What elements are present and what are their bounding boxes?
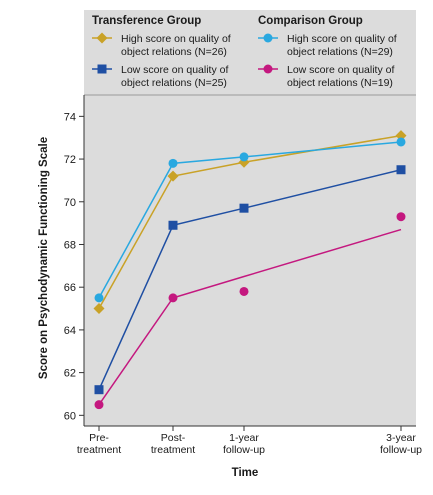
legend-swatch-marker [263,33,273,43]
legend-background [84,10,416,95]
data-point [93,303,105,315]
series-line [98,141,402,299]
data-point [168,158,178,168]
y-tick-label: 68 [64,239,76,251]
y-tick-label: 70 [64,197,76,209]
legend-swatch-marker [263,64,273,74]
x-tick-label: 1-year follow-up [223,432,265,456]
data-point [94,385,104,395]
legend-entry-label: Low score on quality of object relations … [287,64,394,89]
legend-entry-label: High score on quality of object relations… [121,33,231,58]
series-line [98,228,402,406]
series-line [98,169,402,391]
y-tick-label: 72 [64,154,76,166]
data-point [239,203,249,213]
legend-swatch-marker [97,64,107,74]
data-point [396,212,406,222]
x-tick-label: Pre-treatment [77,432,121,456]
legend-group-title: Transference Group [92,15,201,27]
legend-entry-label: High score on quality of object relations… [287,33,397,58]
y-tick-label: 62 [64,368,76,380]
y-axis-title: Score on Psychodynamic Functioning Scale [38,137,50,379]
data-point [239,152,249,162]
x-tick-label: 3-year follow-up [380,432,422,456]
legend-swatch-marker [96,32,108,44]
data-point [396,165,406,175]
x-axis-title: Time [232,467,259,479]
data-point [168,293,178,303]
data-point [239,286,249,296]
legend-group-title: Comparison Group [258,15,363,27]
y-tick-label: 60 [64,410,76,422]
y-tick-label: 74 [64,111,76,123]
data-point [94,400,104,410]
plot-area [84,95,416,426]
x-tick-label: Post-treatment [151,432,195,456]
data-point [168,220,178,230]
legend-entry-label: Low score on quality of object relations … [121,64,228,89]
y-tick-label: 64 [64,325,76,337]
y-tick-label: 66 [64,282,76,294]
data-point [167,170,179,182]
data-point [395,130,407,142]
data-point [94,293,104,303]
data-point [396,137,406,147]
